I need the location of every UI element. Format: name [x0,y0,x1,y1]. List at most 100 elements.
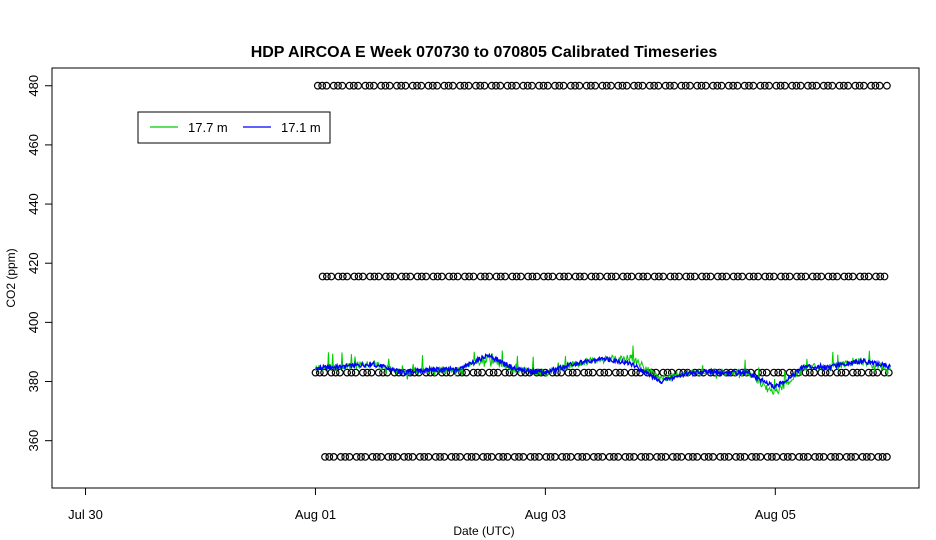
reference-point [424,453,433,461]
reference-point [530,453,539,461]
reference-point [860,272,869,281]
reference-point [582,81,591,90]
reference-point [354,81,363,90]
reference-point [562,453,571,461]
reference-point [433,81,442,90]
reference-point [495,453,503,461]
reference-point [349,81,358,90]
reference-point [523,81,532,90]
reference-point [630,453,638,461]
reference-point [402,272,410,281]
reference-point [677,453,686,461]
reference-point [831,453,840,461]
plot-frame [51,67,920,489]
reference-point [770,368,778,377]
reference-point [875,81,884,90]
reference-point [819,453,828,461]
reference-point [718,272,726,281]
reference-point [781,272,790,281]
reference-point [670,272,679,281]
reference-point [776,81,785,90]
reference-point [835,453,844,461]
reference-point [573,368,581,377]
reference-point [374,368,383,377]
reference-point [505,368,514,377]
reference-point [801,272,810,281]
reference-point [451,453,460,461]
reference-point [542,453,551,461]
reference-point [772,81,781,90]
reference-point [444,81,453,90]
reference-point [756,81,765,90]
reference-point [690,272,699,281]
reference-point [860,81,868,90]
reference-point [338,272,347,281]
reference-point [808,81,817,90]
reference-point [461,272,469,281]
reference-point [657,453,666,461]
reference-point [851,81,860,90]
reference-point [576,272,584,281]
reference-point [481,272,489,281]
reference-point [747,453,756,461]
reference-point [390,272,399,281]
reference-point [610,453,618,461]
reference-point [847,453,855,461]
reference-point [571,272,580,281]
reference-point [551,81,559,90]
reference-point [869,368,877,377]
reference-point [591,272,600,281]
reference-point [600,368,609,377]
reference-point [659,368,668,377]
reference-point [365,81,374,90]
reference-point [684,453,693,461]
reference-point [528,81,536,90]
reference-point [359,272,367,281]
reference-point [634,81,643,90]
reference-point [535,81,543,90]
reference-point [811,453,819,461]
reference-point [566,81,575,90]
y-tick-label: 400 [26,312,41,334]
reference-point [851,453,860,461]
reference-point [828,272,837,281]
reference-point [797,272,806,281]
reference-point [501,368,510,377]
reference-point [738,272,747,281]
legend-label-17-1m: 17.1 m [281,120,321,135]
reference-point [422,272,431,281]
reference-point [582,453,591,461]
reference-point [507,81,516,90]
reference-point [555,272,564,281]
reference-point [713,81,722,90]
reference-point [420,453,429,461]
reference-point [855,81,864,90]
y-axis-label: CO2 (ppm) [4,248,18,307]
reference-point [602,81,611,90]
reference-point [594,453,602,461]
reference-point [341,453,350,461]
reference-point [438,272,446,281]
reference-point [336,368,344,377]
reference-point [873,368,882,377]
reference-point [653,453,661,461]
reference-point [661,453,670,461]
reference-point [381,81,390,90]
reference-point [479,453,488,461]
reference-point [788,81,796,90]
reference-point [453,272,462,281]
reference-point [400,453,409,461]
reference-point [354,272,363,281]
reference-point [476,81,485,90]
x-tick-label: Aug 03 [525,507,566,522]
reference-point [568,368,577,377]
reference-point [472,453,480,461]
reference-point [781,81,789,90]
reference-point [621,453,630,461]
reference-point [318,81,327,90]
reference-point [591,81,600,90]
reference-point [812,81,821,90]
reference-point [404,453,413,461]
x-tick-label: Jul 30 [68,507,103,522]
reference-point [632,368,640,377]
